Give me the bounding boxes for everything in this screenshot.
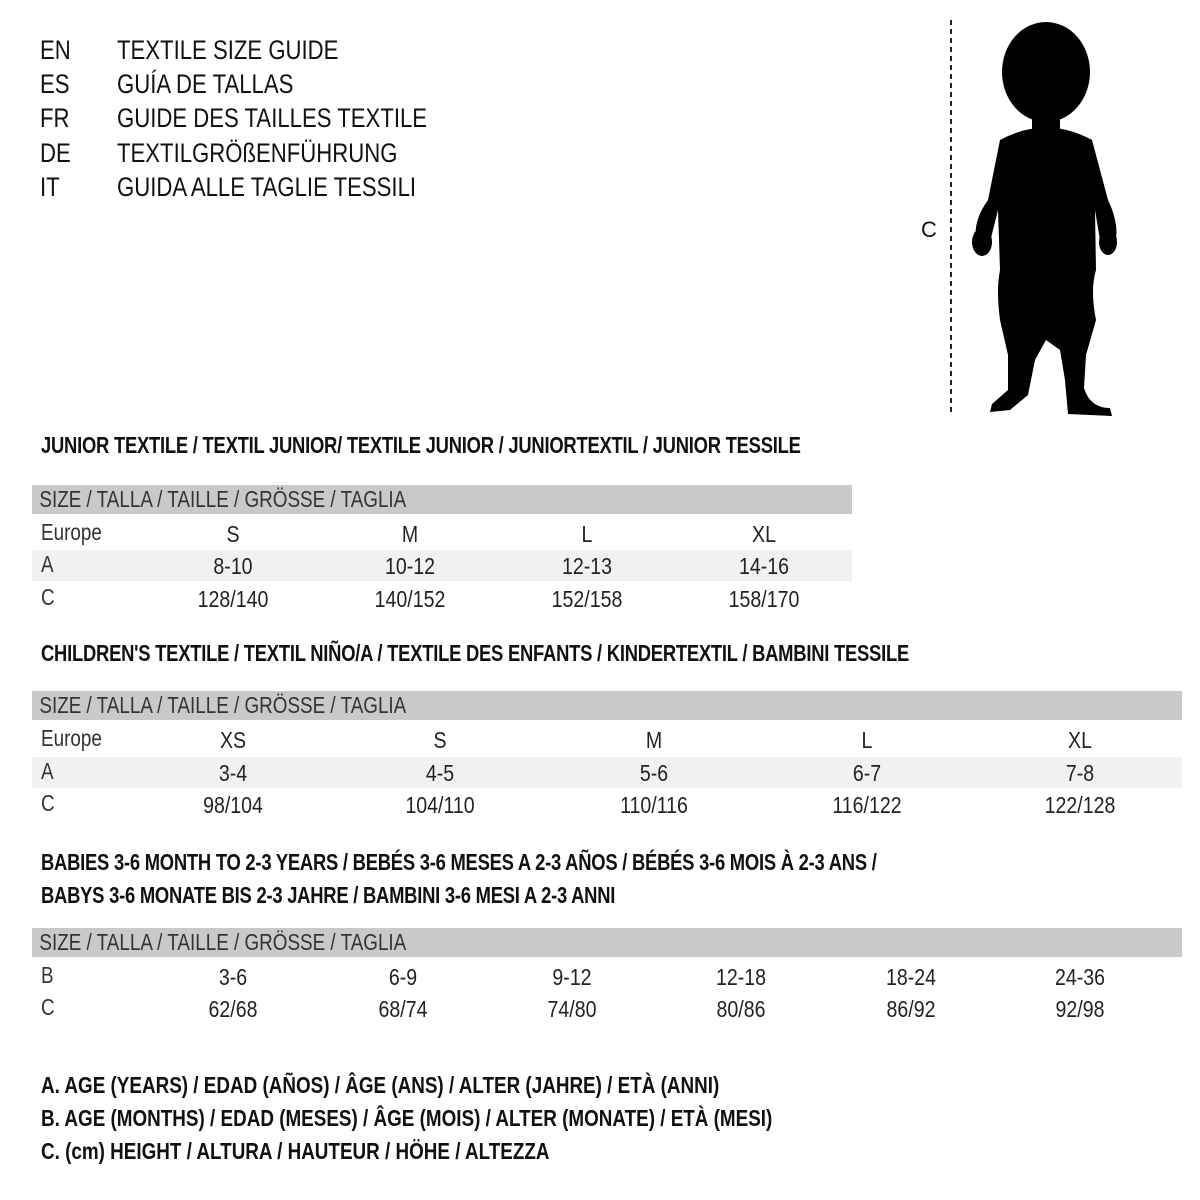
table-cell: 68/74 (378, 996, 428, 1022)
row-label: Europe (41, 725, 102, 751)
table-cell: 24-36 (1054, 964, 1106, 990)
table-row: Europe XS S M L XL (32, 724, 1182, 755)
table-cell: 98/104 (203, 792, 263, 818)
row-label: C (41, 994, 55, 1020)
table-cell: XS (219, 727, 247, 753)
title-text: GUIDA ALLE TAGLIE TESSILI (117, 172, 417, 202)
section-title: JUNIOR TEXTILE / TEXTIL JUNIOR/ TEXTILE … (41, 432, 991, 459)
table-header: SIZE / TALLA / TAILLE / GRÖSSE / TAGLIA (32, 691, 1182, 720)
title-line-fr: FR GUIDE DES TAILLES TEXTILE (40, 103, 640, 133)
table-cell: M (645, 727, 663, 753)
table-cell: 9-12 (552, 964, 592, 990)
table-row: C 128/140 140/152 152/158 158/170 (32, 583, 852, 614)
row-label: B (41, 962, 54, 988)
legend-a: A. AGE (YEARS) / EDAD (AÑOS) / ÂGE (ANS)… (41, 1072, 868, 1099)
row-label: C (41, 584, 55, 610)
table-row: Europe S M L XL (32, 518, 852, 549)
lang-code: IT (40, 172, 60, 202)
table-cell: 152/158 (551, 586, 623, 612)
table-cell: S (433, 727, 447, 753)
lang-code: DE (40, 138, 71, 168)
lang-code: EN (40, 35, 71, 65)
title-text: TEXTILGRÖßENFÜHRUNG (117, 138, 398, 168)
table-row: A 8-10 10-12 12-13 14-16 (32, 550, 852, 581)
row-label: A (41, 551, 54, 577)
table-cell: 10-12 (384, 553, 436, 579)
table-cell: 116/122 (832, 792, 902, 818)
table-cell: 104/110 (405, 792, 475, 818)
title-line-es: ES GUÍA DE TALLAS (40, 69, 640, 99)
table-cell: 110/116 (620, 792, 688, 818)
title-text: TEXTILE SIZE GUIDE (117, 35, 339, 65)
table-cell: M (401, 521, 419, 547)
legend-a-text: A. AGE (YEARS) / EDAD (AÑOS) / ÂGE (ANS)… (41, 1072, 720, 1098)
table-cell: XL (752, 521, 776, 547)
title-text: GUÍA DE TALLAS (117, 69, 294, 99)
table-row: C 98/104 104/110 110/116 116/122 122/128 (32, 789, 1182, 820)
table-cell: 86/92 (886, 996, 936, 1022)
lang-code: ES (40, 69, 70, 99)
table-cell: 3-6 (218, 964, 248, 990)
table-cell: 140/152 (374, 586, 446, 612)
row-label: Europe (41, 519, 102, 545)
table-cell: XL (1068, 727, 1092, 753)
table-header: SIZE / TALLA / TAILLE / GRÖSSE / TAGLIA (32, 485, 852, 514)
table-row: C 62/68 68/74 74/80 80/86 86/92 92/98 (32, 993, 1182, 1024)
section-title-text: JUNIOR TEXTILE / TEXTIL JUNIOR/ TEXTILE … (41, 432, 801, 458)
table-header: SIZE / TALLA / TAILLE / GRÖSSE / TAGLIA (32, 928, 1182, 957)
table-cell: 122/128 (1044, 792, 1116, 818)
section-title-text: BABIES 3-6 MONTH TO 2-3 YEARS / BEBÉS 3-… (41, 849, 877, 875)
table-cell: 7-8 (1065, 760, 1095, 786)
legend-c: C. (cm) HEIGHT / ALTURA / HAUTEUR / HÖHE… (41, 1138, 661, 1165)
title-text: GUIDE DES TAILLES TEXTILE (117, 103, 428, 133)
table-cell: 5-6 (639, 760, 669, 786)
table-cell: 158/170 (728, 586, 800, 612)
table-header-text: SIZE / TALLA / TAILLE / GRÖSSE / TAGLIA (39, 486, 407, 512)
row-label: C (41, 790, 55, 816)
table-row: A 3-4 4-5 5-6 6-7 7-8 (32, 757, 1182, 788)
legend-c-text: C. (cm) HEIGHT / ALTURA / HAUTEUR / HÖHE… (41, 1138, 550, 1164)
table-cell: 14-16 (738, 553, 790, 579)
measure-label: C (921, 217, 937, 242)
table-cell: 92/98 (1055, 996, 1105, 1022)
table-header-text: SIZE / TALLA / TAILLE / GRÖSSE / TAGLIA (39, 692, 407, 718)
table-cell: 18-24 (885, 964, 937, 990)
table-cell: 12-18 (715, 964, 767, 990)
table-cell: L (581, 521, 593, 547)
table-row: B 3-6 6-9 9-12 12-18 18-24 24-36 (32, 961, 1182, 992)
table-cell: 12-13 (561, 553, 613, 579)
title-line-de: DE TEXTILGRÖßENFÜHRUNG (40, 138, 640, 168)
table-cell: 4-5 (425, 760, 455, 786)
section-title-text: CHILDREN'S TEXTILE / TEXTIL NIÑO/A / TEX… (41, 640, 909, 666)
row-label: A (41, 758, 54, 784)
table-cell: 80/86 (716, 996, 766, 1022)
legend-b-text: B. AGE (MONTHS) / EDAD (MESES) / ÂGE (MO… (41, 1105, 773, 1131)
table-cell: 6-7 (852, 760, 882, 786)
section-title: BABIES 3-6 MONTH TO 2-3 YEARS / BEBÉS 3-… (41, 849, 1086, 909)
table-cell: 62/68 (208, 996, 258, 1022)
section-title-text-2: BABYS 3-6 MONATE BIS 2-3 JAHRE / BAMBINI… (41, 882, 616, 908)
title-line-en: EN TEXTILE SIZE GUIDE (40, 35, 640, 65)
table-cell: S (226, 521, 240, 547)
table-header-text: SIZE / TALLA / TAILLE / GRÖSSE / TAGLIA (39, 929, 407, 955)
table-cell: 8-10 (213, 553, 253, 579)
table-cell: 3-4 (218, 760, 248, 786)
table-cell: 6-9 (388, 964, 418, 990)
title-line-it: IT GUIDA ALLE TAGLIE TESSILI (40, 172, 640, 202)
table-cell: 74/80 (547, 996, 597, 1022)
table-cell: L (861, 727, 873, 753)
lang-code: FR (40, 103, 70, 133)
section-title: CHILDREN'S TEXTILE / TEXTIL NIÑO/A / TEX… (41, 640, 1126, 667)
legend-b: B. AGE (MONTHS) / EDAD (MESES) / ÂGE (MO… (41, 1105, 933, 1132)
table-cell: 128/140 (197, 586, 269, 612)
baby-silhouette-icon (950, 20, 1117, 416)
